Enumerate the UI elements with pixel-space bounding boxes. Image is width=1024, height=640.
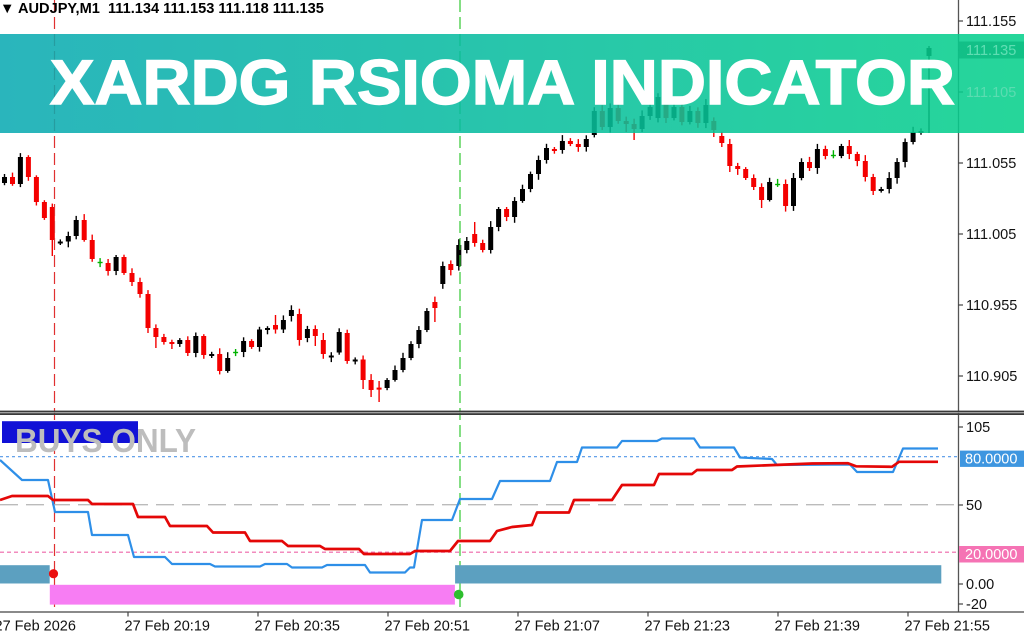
svg-text:27 Feb 20:51: 27 Feb 20:51	[385, 619, 470, 635]
svg-text:27 Feb 20:19: 27 Feb 20:19	[125, 619, 210, 635]
svg-text:20.0000: 20.0000	[965, 547, 1017, 563]
svg-text:XARDG RSIOMA INDICATOR: XARDG RSIOMA INDICATOR	[50, 48, 955, 118]
svg-text:110.905: 110.905	[966, 369, 1017, 385]
svg-text:0.00: 0.00	[966, 577, 994, 593]
svg-text:BUYS ONLY: BUYS ONLY	[15, 422, 196, 459]
svg-text:110.955: 110.955	[966, 298, 1017, 314]
svg-text:50: 50	[966, 498, 982, 514]
svg-text:105: 105	[966, 420, 990, 436]
svg-text:111.155: 111.155	[966, 14, 1016, 30]
svg-text:27 Feb 2026: 27 Feb 2026	[0, 619, 76, 635]
svg-text:27 Feb 20:35: 27 Feb 20:35	[255, 619, 340, 635]
svg-text:111.055: 111.055	[966, 156, 1016, 172]
svg-text:-20: -20	[966, 597, 987, 613]
svg-text:27 Feb 21:55: 27 Feb 21:55	[905, 619, 990, 635]
svg-text:111.005: 111.005	[966, 227, 1016, 243]
svg-text:27 Feb 21:39: 27 Feb 21:39	[775, 619, 860, 635]
svg-text:27 Feb 21:07: 27 Feb 21:07	[515, 619, 600, 635]
svg-text:27 Feb 21:23: 27 Feb 21:23	[645, 619, 730, 635]
svg-text:80.0000: 80.0000	[965, 452, 1017, 468]
